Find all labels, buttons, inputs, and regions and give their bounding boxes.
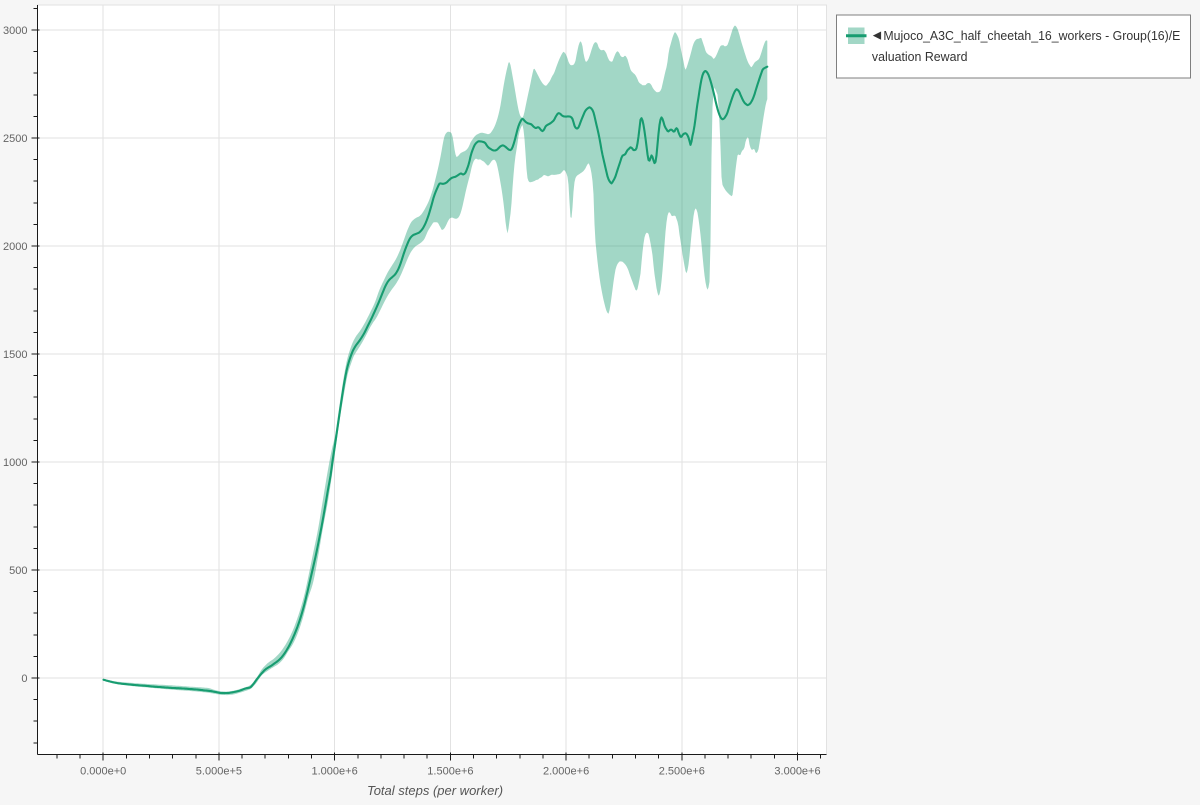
svg-text:valuation Reward: valuation Reward [872,49,968,64]
svg-text:2500: 2500 [3,133,27,145]
svg-text:1.000e+6: 1.000e+6 [312,766,358,778]
svg-text:1000: 1000 [3,457,27,469]
svg-text:Mujoco_A3C_half_cheetah_16_wor: Mujoco_A3C_half_cheetah_16_workers - Gro… [883,28,1180,43]
svg-text:500: 500 [9,565,27,577]
svg-text:5.000e+5: 5.000e+5 [196,766,242,778]
svg-text:0: 0 [21,673,27,685]
svg-text:3.000e+6: 3.000e+6 [774,766,820,778]
svg-text:2.000e+6: 2.000e+6 [543,766,589,778]
svg-text:2.500e+6: 2.500e+6 [659,766,705,778]
svg-text:1.500e+6: 1.500e+6 [427,766,473,778]
svg-text:3000: 3000 [3,25,27,37]
svg-text:Total steps (per worker): Total steps (per worker) [367,783,503,798]
svg-text:0.000e+0: 0.000e+0 [80,766,126,778]
svg-text:2000: 2000 [3,241,27,253]
svg-text:1500: 1500 [3,349,27,361]
